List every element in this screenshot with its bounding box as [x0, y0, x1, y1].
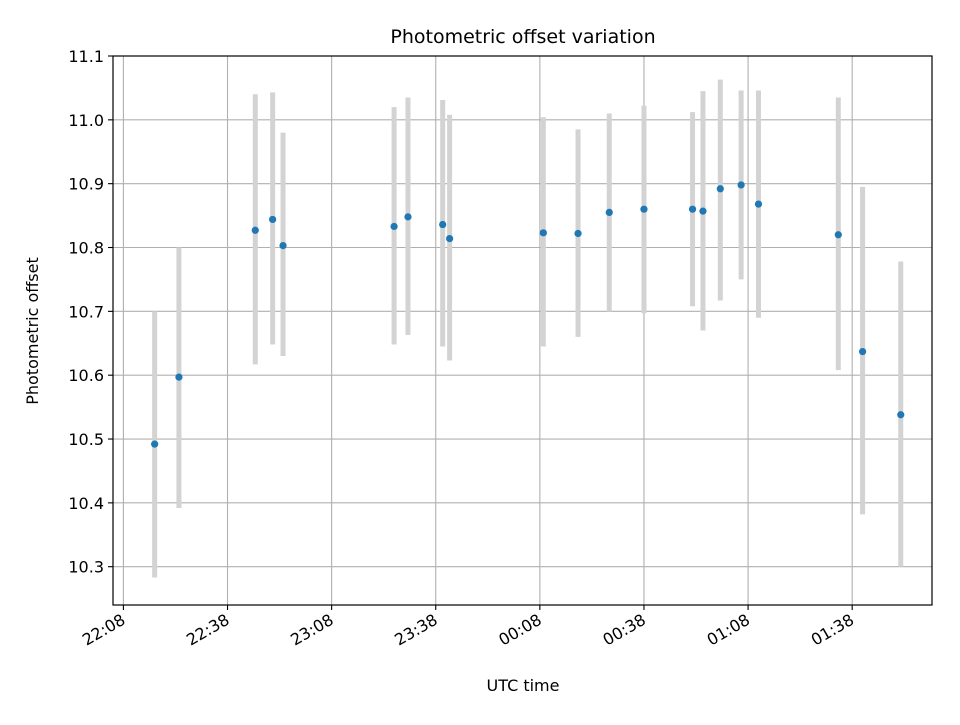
x-axis-label: UTC time — [487, 676, 560, 695]
data-point — [716, 185, 724, 193]
y-tick-label: 10.3 — [68, 558, 104, 577]
data-point — [251, 226, 259, 234]
data-point — [151, 440, 159, 448]
data-point — [640, 205, 648, 213]
data-point — [605, 208, 613, 217]
y-tick-label: 11.0 — [68, 111, 104, 130]
point-layer — [151, 181, 905, 448]
y-tick-label: 10.6 — [68, 366, 104, 385]
y-tick-label: 10.8 — [68, 239, 104, 258]
data-point — [539, 229, 547, 237]
data-point — [175, 373, 183, 381]
data-point — [858, 347, 867, 356]
plot-frame — [112, 55, 933, 606]
y-tick-label: 10.5 — [68, 430, 104, 449]
y-tick-label: 11.1 — [68, 47, 104, 66]
data-point — [699, 207, 707, 215]
data-point — [688, 205, 697, 213]
data-point — [439, 220, 447, 229]
y-tick-label: 10.4 — [68, 494, 104, 513]
data-point — [390, 222, 398, 231]
data-point — [279, 241, 287, 250]
data-point — [834, 231, 842, 239]
data-point — [897, 411, 905, 419]
data-point — [446, 234, 454, 243]
data-point — [737, 181, 745, 189]
y-axis-label: Photometric offset — [23, 257, 42, 405]
data-point — [404, 213, 412, 221]
y-tick-label: 10.7 — [68, 302, 104, 321]
data-point — [574, 229, 582, 238]
y-tick-label: 10.9 — [68, 175, 104, 194]
data-point — [754, 200, 763, 208]
data-point — [269, 215, 277, 224]
chart-title: Photometric offset variation — [390, 26, 655, 48]
